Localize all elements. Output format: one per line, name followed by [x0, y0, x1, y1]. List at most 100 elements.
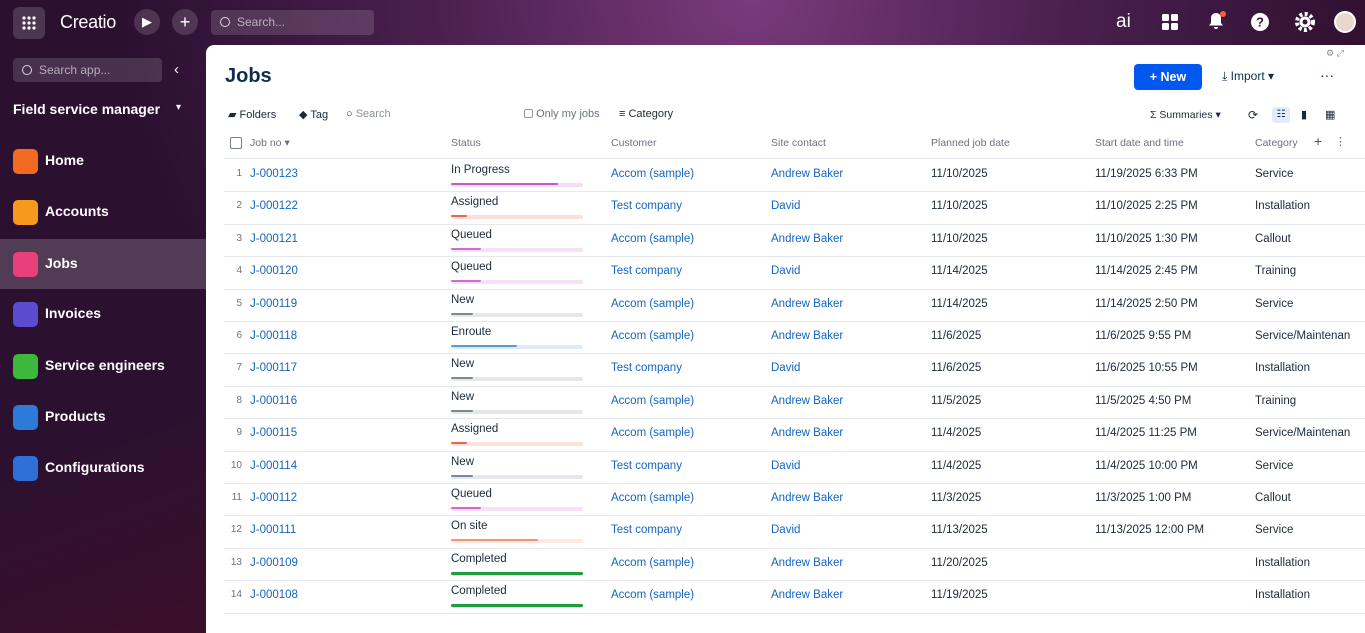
add-column-button[interactable]: +: [1314, 133, 1323, 149]
planned-date: 11/4/2025: [931, 427, 982, 440]
customer[interactable]: Test company: [611, 362, 682, 375]
logo[interactable]: Creatio: [60, 12, 116, 32]
customer[interactable]: Accom (sample): [611, 168, 695, 180]
run-button[interactable]: ▶: [134, 9, 160, 35]
column-header[interactable]: Planned job date: [931, 137, 1010, 149]
site-contact[interactable]: Andrew Baker: [771, 168, 844, 180]
toolbar-label: Category: [628, 108, 674, 120]
nav-item[interactable]: Service engineers: [0, 341, 206, 391]
column-header[interactable]: Category: [1255, 137, 1298, 149]
column-header[interactable]: Status: [451, 137, 481, 149]
customer[interactable]: Accom (sample): [611, 492, 695, 504]
list-view-button[interactable]: ☷: [1272, 107, 1290, 123]
tag-button[interactable]: ◆ Tag: [299, 108, 328, 121]
search-icon: ○: [346, 108, 356, 120]
only-mine-checkbox[interactable]: Only my jobs: [524, 108, 600, 120]
customer[interactable]: Test company: [611, 524, 682, 537]
job-number[interactable]: J-000121: [250, 232, 298, 245]
job-number[interactable]: J-000111: [250, 524, 297, 537]
job-number[interactable]: J-000115: [250, 427, 298, 440]
nav-item[interactable]: Jobs: [0, 239, 206, 289]
site-contact[interactable]: David: [771, 265, 801, 278]
help-icon[interactable]: ?: [1250, 12, 1270, 32]
customer[interactable]: Accom (sample): [611, 556, 695, 569]
app-launcher[interactable]: [13, 7, 45, 39]
app-title[interactable]: Field service manager: [13, 101, 161, 117]
collapse-button[interactable]: ‹: [174, 61, 179, 78]
site-contact[interactable]: Andrew Baker: [771, 330, 844, 342]
customer[interactable]: Test company: [611, 200, 682, 213]
column-menu-button[interactable]: ⋮: [1335, 136, 1346, 148]
user-avatar[interactable]: [1334, 11, 1356, 33]
customer[interactable]: Accom (sample): [611, 330, 695, 342]
customer[interactable]: Accom (sample): [611, 394, 695, 407]
nav-item[interactable]: Accounts: [0, 187, 206, 237]
site-contact[interactable]: Andrew Baker: [771, 589, 844, 602]
customer[interactable]: Accom (sample): [611, 232, 695, 245]
site-contact[interactable]: Andrew Baker: [771, 394, 844, 407]
calendar-view-button[interactable]: ▦: [1325, 109, 1336, 121]
site-contact[interactable]: David: [771, 524, 801, 537]
list-search[interactable]: ○ Search: [346, 108, 391, 120]
apps-icon[interactable]: [1160, 12, 1180, 32]
customer[interactable]: Accom (sample): [611, 589, 695, 602]
job-number[interactable]: J-000117: [250, 362, 298, 375]
job-number[interactable]: J-000116: [250, 394, 298, 407]
nav-item[interactable]: Configurations: [0, 443, 206, 493]
job-number[interactable]: J-000108: [250, 589, 298, 602]
site-contact[interactable]: Andrew Baker: [771, 427, 844, 440]
customer[interactable]: Test company: [611, 459, 682, 472]
customer[interactable]: Accom (sample): [611, 427, 695, 440]
job-number[interactable]: J-000120: [250, 265, 298, 278]
settings-icon[interactable]: [1295, 12, 1315, 32]
site-contact[interactable]: Andrew Baker: [771, 297, 844, 310]
job-number[interactable]: J-000114: [250, 459, 298, 472]
row-divider: [224, 612, 1365, 614]
job-number[interactable]: J-000112: [250, 492, 298, 504]
status-progress-track: [451, 183, 583, 187]
status-progress-track: [451, 409, 583, 414]
ai-button[interactable]: ai: [1116, 11, 1131, 32]
column-header[interactable]: Job no ▾: [250, 137, 290, 149]
global-search[interactable]: Search...: [211, 10, 374, 35]
new-button[interactable]: + New: [1134, 64, 1202, 90]
site-contact[interactable]: Andrew Baker: [771, 556, 844, 569]
job-number[interactable]: J-000119: [250, 297, 298, 310]
job-number[interactable]: J-000118: [250, 330, 298, 342]
site-contact[interactable]: David: [771, 459, 801, 472]
site-contact[interactable]: David: [771, 200, 801, 213]
notifications-icon[interactable]: [1205, 10, 1227, 32]
panel-controls[interactable]: ⚙ ⤢: [1326, 48, 1344, 58]
site-contact[interactable]: David: [771, 362, 801, 375]
nav-item[interactable]: Invoices: [0, 289, 206, 339]
site-contact[interactable]: Andrew Baker: [771, 232, 844, 245]
site-contact[interactable]: Andrew Baker: [771, 492, 844, 504]
add-button[interactable]: +: [172, 9, 198, 35]
nav-item[interactable]: Home: [0, 136, 206, 186]
column-header[interactable]: Start date and time: [1095, 137, 1184, 149]
job-number[interactable]: J-000123: [250, 168, 298, 180]
status-progress: [451, 571, 583, 575]
summaries-button[interactable]: Σ Summaries ▾: [1150, 109, 1221, 121]
column-header[interactable]: Site contact: [771, 137, 826, 149]
app-search[interactable]: Search app...: [13, 58, 162, 82]
column-header[interactable]: Customer: [611, 137, 657, 149]
category-filter[interactable]: ≡ Category: [619, 108, 673, 120]
job-number[interactable]: J-000109: [250, 556, 298, 569]
app-menu-caret[interactable]: ▾: [176, 102, 182, 113]
folders-button[interactable]: ▰ Folders: [228, 108, 276, 121]
chart-view-button[interactable]: ▮: [1301, 109, 1308, 121]
more-button[interactable]: ···: [1320, 67, 1334, 83]
nav-item[interactable]: Products: [0, 392, 206, 442]
job-number[interactable]: J-000122: [250, 200, 298, 213]
row-index: 5: [236, 297, 242, 309]
customer[interactable]: Accom (sample): [611, 297, 695, 310]
status: New: [451, 358, 475, 371]
sigma-icon: Σ: [1150, 109, 1160, 121]
nav-label: Invoices: [45, 305, 102, 321]
customer[interactable]: Test company: [611, 265, 682, 278]
refresh-button[interactable]: ⟳: [1248, 108, 1259, 122]
import-button[interactable]: ⤓ Import ▾: [1222, 69, 1274, 84]
row-divider: [224, 223, 1365, 225]
select-all-checkbox[interactable]: [230, 137, 242, 149]
